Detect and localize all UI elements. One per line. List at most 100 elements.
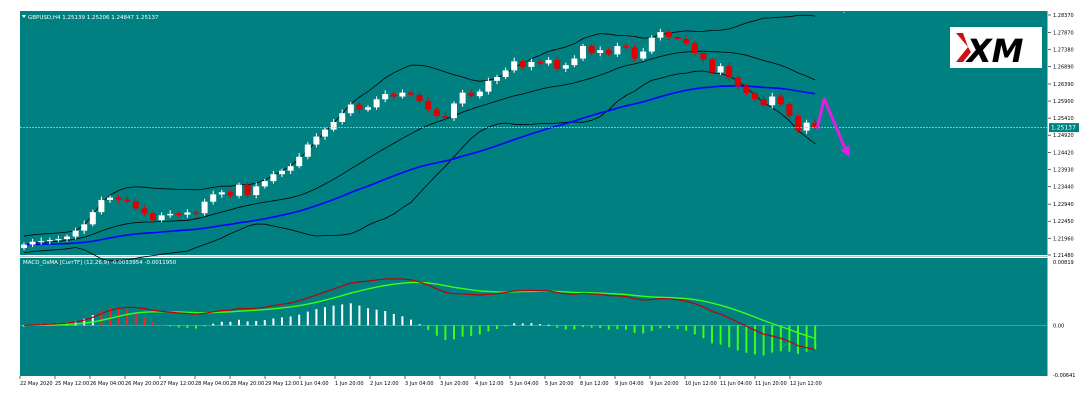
candle-body bbox=[46, 240, 53, 242]
macd-histogram-bar bbox=[160, 324, 163, 326]
candle-body bbox=[494, 77, 500, 81]
time-tick-label: 5 Jun 04:00 bbox=[510, 381, 539, 387]
macd-histogram-bar bbox=[702, 325, 705, 339]
candle-body bbox=[425, 101, 432, 110]
current-price-tag bbox=[1049, 123, 1079, 133]
candle-body bbox=[648, 37, 655, 52]
macd-histogram-bar bbox=[470, 325, 473, 336]
time-tick-label: 28 May 20:00 bbox=[230, 381, 264, 387]
candle-body bbox=[64, 236, 70, 239]
header-dropdown-icon[interactable] bbox=[22, 15, 26, 18]
candle-body bbox=[554, 59, 561, 69]
time-tick-label: 25 May 12:00 bbox=[55, 381, 89, 387]
candle-body bbox=[313, 136, 320, 145]
candle-body bbox=[38, 241, 45, 243]
candle-body bbox=[631, 47, 638, 59]
candle-body bbox=[98, 199, 105, 213]
macd-histogram-bar bbox=[169, 325, 172, 327]
candle-body bbox=[330, 121, 337, 130]
price-tick-label: 1.21960 bbox=[1053, 236, 1074, 242]
price-tick-label: 1.23440 bbox=[1053, 185, 1074, 191]
candle-body bbox=[545, 59, 552, 64]
macd-histogram-bar bbox=[229, 321, 232, 326]
macd-axis-labels: 0.00819 0.00 -0.00641 bbox=[1053, 260, 1075, 379]
macd-histogram-bar bbox=[513, 323, 516, 326]
macd-histogram-bar bbox=[401, 316, 404, 326]
bollinger-lower-line bbox=[23, 70, 816, 262]
macd-histogram-bar bbox=[547, 324, 550, 326]
price-tick-label: 1.24420 bbox=[1053, 151, 1074, 157]
candle-body bbox=[390, 94, 397, 97]
macd-header: MACD_OsMA [CurrTF] (12,26,9) -0.0033954 … bbox=[23, 260, 177, 266]
time-tick-label: 12 Jun 12:00 bbox=[790, 381, 822, 387]
candle-body bbox=[777, 96, 784, 105]
time-tick-label: 9 Jun 04:00 bbox=[615, 381, 644, 387]
price-tick-label: 1.21480 bbox=[1053, 253, 1074, 259]
time-tick-label: 26 May 04:00 bbox=[90, 381, 124, 387]
candle-body bbox=[373, 99, 380, 108]
macd-histogram-bar bbox=[332, 305, 335, 326]
candle-body bbox=[752, 93, 758, 99]
macd-histogram-bar bbox=[349, 303, 352, 326]
candle-body bbox=[580, 46, 586, 59]
time-tick-label: 3 Jun 20:00 bbox=[440, 381, 469, 387]
candle-body bbox=[339, 113, 346, 122]
macd-histogram-bar bbox=[625, 325, 627, 330]
candle-body bbox=[21, 244, 27, 249]
candle-body bbox=[683, 39, 690, 44]
xm-logo-mark bbox=[956, 33, 971, 62]
macd-histogram-bar bbox=[530, 323, 533, 326]
price-tick-label: 1.27380 bbox=[1053, 47, 1074, 53]
macd-tick-label: -0.00641 bbox=[1053, 373, 1075, 379]
time-tick-label: 11 Jun 04:00 bbox=[720, 381, 752, 387]
macd-histogram-bar bbox=[814, 325, 817, 350]
candle-body bbox=[795, 116, 801, 131]
macd-histogram-bar bbox=[255, 321, 258, 326]
macd-histogram-bar bbox=[74, 320, 77, 326]
macd-histogram-bar bbox=[676, 325, 679, 329]
candle-body bbox=[640, 51, 647, 59]
macd-histogram-bar bbox=[100, 310, 103, 326]
macd-panel bbox=[20, 258, 1048, 376]
bollinger-middle-line bbox=[23, 50, 816, 245]
candle-body bbox=[236, 184, 242, 196]
macd-histogram-bar bbox=[435, 325, 438, 336]
candle-body bbox=[210, 194, 217, 202]
current-price-label: 1.25137 bbox=[1051, 125, 1076, 132]
candle-body bbox=[468, 92, 475, 97]
candle-body bbox=[700, 52, 707, 60]
candle-body bbox=[537, 62, 543, 64]
macd-histogram-bar bbox=[177, 325, 180, 328]
time-tick-label: 26 May 20:00 bbox=[125, 381, 159, 387]
macd-histogram-bar bbox=[573, 325, 576, 330]
macd-histogram-bar bbox=[298, 314, 301, 326]
macd-histogram-bar bbox=[324, 307, 326, 326]
price-tick-label: 1.27870 bbox=[1053, 30, 1074, 36]
macd-histogram-bar bbox=[23, 325, 25, 327]
time-tick-label: 1 Jun 20:00 bbox=[335, 381, 364, 387]
candle-body bbox=[218, 192, 225, 195]
macd-histogram-bar bbox=[659, 325, 662, 329]
candle-body bbox=[55, 238, 62, 241]
candle-body bbox=[141, 208, 148, 214]
macd-histogram-bar bbox=[212, 323, 215, 326]
macd-histogram-bar bbox=[392, 313, 395, 326]
macd-histogram-bar bbox=[281, 317, 283, 326]
candle-body bbox=[571, 58, 578, 66]
candle-body bbox=[459, 92, 466, 104]
macd-histogram-bar bbox=[461, 325, 464, 337]
candle-body bbox=[322, 129, 328, 137]
candle-body bbox=[442, 116, 449, 119]
candle-body bbox=[726, 66, 733, 78]
time-tick-label: 3 Jun 04:00 bbox=[405, 381, 434, 387]
candle-body bbox=[304, 144, 311, 157]
candle-body bbox=[158, 215, 165, 221]
candle-body bbox=[562, 65, 569, 69]
bollinger-upper-line bbox=[23, 14, 816, 237]
macd-histogram-bar bbox=[487, 325, 490, 332]
time-tick-label: 28 May 04:00 bbox=[195, 381, 229, 387]
price-tick-label: 1.24920 bbox=[1053, 133, 1074, 139]
candle-body bbox=[597, 50, 604, 53]
